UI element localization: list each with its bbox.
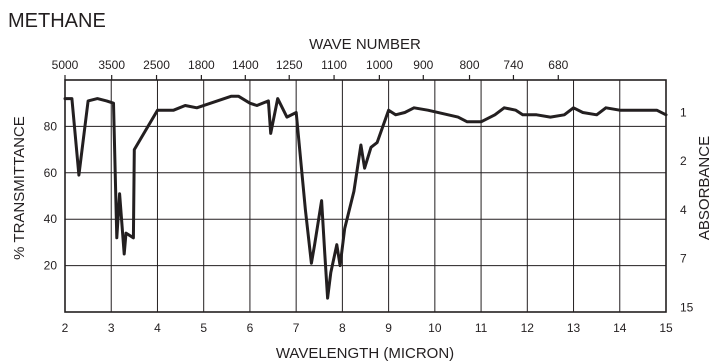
x-tick-label: 3	[108, 321, 115, 335]
absorbance-tick-labels: 1 2 4 7 15	[680, 105, 694, 314]
y-tick-label: 40	[44, 212, 58, 226]
x-tick-label: 2	[62, 321, 69, 335]
y-tick-label: 80	[44, 119, 58, 133]
series-group	[63, 94, 668, 300]
chart-title: METHANE	[8, 10, 106, 32]
x-tick-label: 5	[200, 321, 207, 335]
wavenumber-tick-label: 800	[460, 58, 480, 72]
transmittance-line	[63, 94, 668, 300]
wavenumber-tick-label: 1250	[276, 58, 303, 72]
wavenumber-tick-label: 5000	[52, 58, 79, 72]
y-tick-labels: 20 40 60 80	[44, 119, 58, 272]
right-axis-label: ABSORBANCE	[696, 136, 713, 240]
wavenumber-tick-label: 900	[413, 58, 433, 72]
x-tick-label: 13	[567, 321, 581, 335]
plot-frame	[64, 79, 667, 313]
x-tick-label: 8	[339, 321, 346, 335]
x-tick-label: 4	[154, 321, 161, 335]
x-tick-label: 12	[521, 321, 535, 335]
grid-lines	[65, 80, 666, 312]
absorbance-tick-label: 2	[680, 154, 687, 168]
wavenumber-tick-label: 1100	[321, 58, 347, 72]
y-axis-label: % TRANSMITTANCE	[11, 116, 28, 260]
wavenumber-tick-label: 740	[503, 58, 523, 72]
x-tick-labels: 2 3 4 5 6 7 8 9 10 11 12 13 14 15	[62, 321, 673, 335]
top-axis-label: WAVE NUMBER	[309, 36, 421, 53]
x-axis-label: WAVELENGTH (MICRON)	[276, 345, 454, 362]
x-tick-label: 10	[428, 321, 442, 335]
x-tick-label: 11	[475, 321, 488, 335]
y-tick-label: 20	[44, 259, 58, 273]
y-tick-label: 60	[44, 166, 58, 180]
absorbance-tick-label: 7	[680, 252, 687, 266]
x-tick-label: 7	[293, 321, 300, 335]
x-tick-label: 15	[659, 321, 673, 335]
absorbance-tick-label: 1	[680, 105, 687, 119]
absorbance-tick-label: 4	[680, 203, 687, 217]
wavenumber-tick-label: 1000	[366, 58, 393, 72]
wavenumber-tick-label: 1400	[232, 58, 259, 72]
absorbance-tick-label: 15	[680, 300, 694, 314]
x-tick-label: 6	[247, 321, 254, 335]
x-tick-label: 14	[613, 321, 627, 335]
wavenumber-tick-label: 2500	[143, 58, 170, 72]
wavenumber-tick-labels: 5000 3500 2500 1800 1400 1250 1100 1000 900 800 74…	[52, 58, 569, 80]
wavenumber-tick-label: 1800	[188, 58, 215, 72]
x-tick-label: 9	[385, 321, 392, 335]
wavenumber-tick-label: 680	[548, 58, 568, 72]
wavenumber-tick-label: 3500	[98, 58, 125, 72]
